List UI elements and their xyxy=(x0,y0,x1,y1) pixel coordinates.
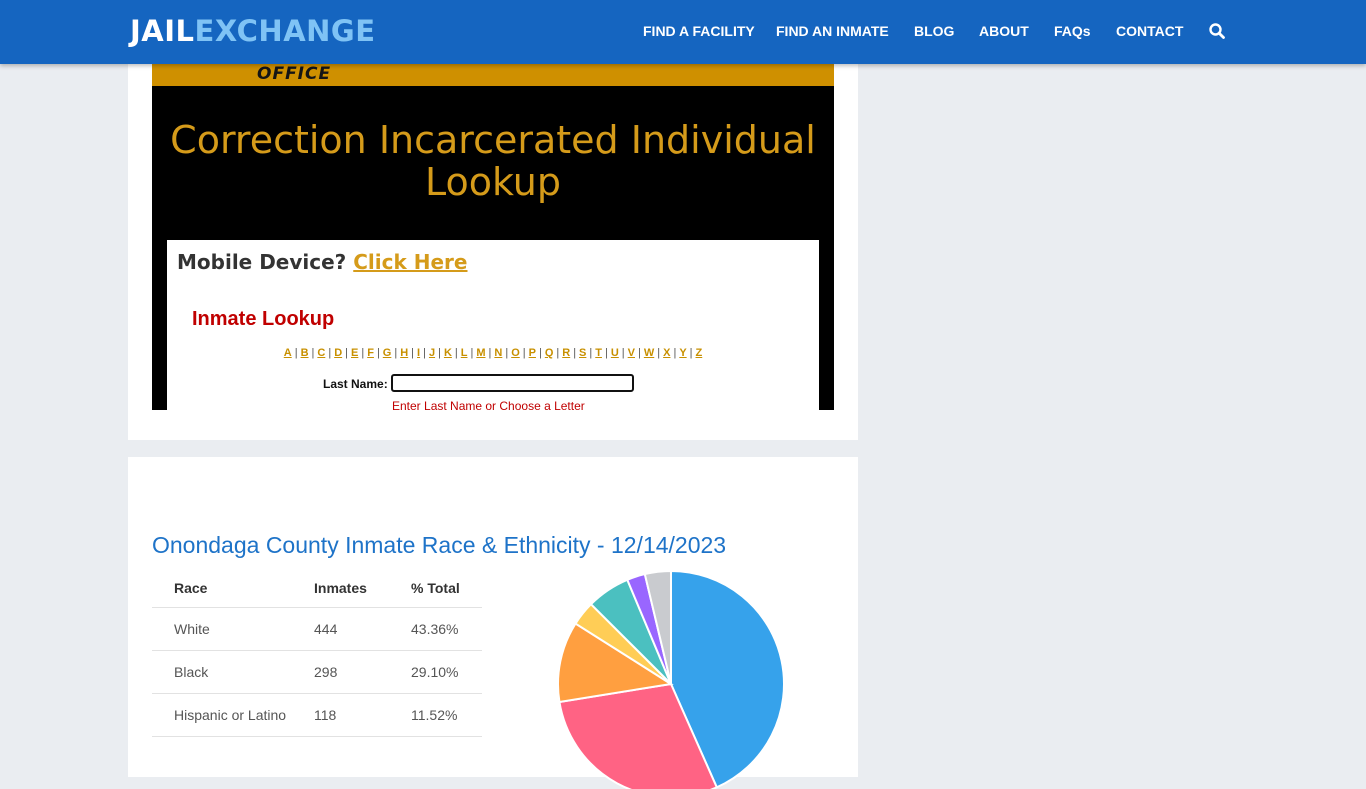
letter-separator: | xyxy=(621,347,625,359)
letter-separator: | xyxy=(411,347,415,359)
nav-find-inmate[interactable]: FIND AN INMATE xyxy=(776,23,889,39)
letter-link-y[interactable]: Y xyxy=(679,347,687,359)
letter-link-w[interactable]: W xyxy=(643,347,655,359)
letter-separator: | xyxy=(673,347,677,359)
nav-find-facility[interactable]: FIND A FACILITY xyxy=(643,23,755,39)
letter-separator: | xyxy=(556,347,560,359)
stats-title: Onondaga County Inmate Race & Ethnicity … xyxy=(152,532,727,558)
letter-link-t[interactable]: T xyxy=(595,347,602,359)
letter-separator: | xyxy=(438,347,441,359)
last-name-hint: Enter Last Name or Choose a Letter xyxy=(392,399,585,410)
pct-cell: 11.52% xyxy=(389,693,482,737)
race-stats-card: Onondaga County Inmate Race & Ethnicity … xyxy=(128,457,858,789)
letter-link-z[interactable]: Z xyxy=(695,347,703,359)
letter-separator: | xyxy=(311,347,315,359)
top-navbar: JAILEXCHANGE FIND A FACILITY FIND AN INM… xyxy=(0,0,1366,64)
pie-slice xyxy=(643,569,672,685)
letter-separator: | xyxy=(488,347,492,359)
last-name-label: Last Name: xyxy=(323,377,388,391)
letter-separator: | xyxy=(522,347,526,359)
panel-title: Correction Incarcerated Individual Looku… xyxy=(170,118,816,204)
letter-separator: | xyxy=(345,347,348,359)
col-inmates: Inmates xyxy=(292,569,389,608)
letter-separator: | xyxy=(376,347,380,359)
letter-separator: | xyxy=(538,347,542,359)
inmate-lookup-card: OFFICE Correction Incarcerated Individua… xyxy=(128,40,858,440)
inmates-cell: 118 xyxy=(292,693,389,737)
nav-contact[interactable]: CONTACT xyxy=(1116,23,1184,39)
letter-link-g[interactable]: G xyxy=(382,347,392,359)
letter-link-o[interactable]: O xyxy=(511,347,520,359)
letter-link-d[interactable]: D xyxy=(334,347,343,359)
pct-cell: 29.10% xyxy=(389,650,482,694)
table-row: Black 298 29.10% xyxy=(152,650,482,694)
lookup-form-area: Mobile Device? Click Here Inmate Lookup … xyxy=(167,240,819,410)
letter-separator: | xyxy=(328,347,332,359)
letter-separator: | xyxy=(689,347,693,359)
letter-link-b[interactable]: B xyxy=(300,347,309,359)
letter-link-n[interactable]: N xyxy=(494,347,503,359)
letter-separator: | xyxy=(394,347,398,359)
letter-link-u[interactable]: U xyxy=(610,347,619,359)
letter-separator: | xyxy=(423,347,426,359)
sheriff-banner: OFFICE xyxy=(152,64,834,86)
inmates-cell: 444 xyxy=(292,607,389,651)
letter-link-h[interactable]: H xyxy=(400,347,409,359)
site-logo[interactable]: JAILEXCHANGE xyxy=(130,14,376,48)
inmates-cell: 298 xyxy=(292,650,389,694)
pie-slice xyxy=(670,569,785,789)
race-table: Race Inmates % Total White 444 43.36% Bl… xyxy=(152,569,482,737)
letter-separator: | xyxy=(604,347,608,359)
letter-link-v[interactable]: V xyxy=(627,347,635,359)
mobile-question: Mobile Device? xyxy=(177,250,347,274)
letter-link-e[interactable]: E xyxy=(351,347,359,359)
letter-link-l[interactable]: L xyxy=(460,347,468,359)
letter-link-p[interactable]: P xyxy=(528,347,536,359)
letter-separator: | xyxy=(454,347,458,359)
race-cell: Hispanic or Latino xyxy=(152,693,292,737)
logo-exchange-text: EXCHANGE xyxy=(194,14,376,48)
race-cell: Black xyxy=(152,650,292,694)
race-cell: White xyxy=(152,607,292,651)
nav-about[interactable]: ABOUT xyxy=(979,23,1029,39)
letter-link-f[interactable]: F xyxy=(367,347,374,359)
alphabet-links: A | B | C | D | E | F | G | H | I | J | K | L | M | N | O | P | Q | R | S | T |… xyxy=(167,347,819,359)
col-race: Race xyxy=(152,569,292,608)
letter-link-c[interactable]: C xyxy=(317,347,326,359)
letter-link-m[interactable]: M xyxy=(476,347,486,359)
race-pie-chart xyxy=(557,569,785,789)
banner-text: OFFICE xyxy=(257,64,332,84)
letter-link-s[interactable]: S xyxy=(579,347,587,359)
letter-separator: | xyxy=(294,347,298,359)
letter-link-j[interactable]: J xyxy=(428,347,436,359)
letter-link-k[interactable]: K xyxy=(443,347,452,359)
nav-blog[interactable]: BLOG xyxy=(914,23,955,39)
table-header-row: Race Inmates % Total xyxy=(152,569,482,608)
letter-link-i[interactable]: I xyxy=(417,347,421,359)
letter-separator: | xyxy=(657,347,661,359)
search-icon[interactable] xyxy=(1208,22,1226,40)
letter-link-x[interactable]: X xyxy=(663,347,671,359)
letter-separator: | xyxy=(573,347,577,359)
letter-separator: | xyxy=(505,347,509,359)
letter-link-q[interactable]: Q xyxy=(544,347,554,359)
pie-slice xyxy=(557,622,674,704)
table-row: White 444 43.36% xyxy=(152,607,482,651)
col-pct-total: % Total xyxy=(389,569,482,608)
letter-separator: | xyxy=(589,347,593,359)
table-row: Hispanic or Latino 118 11.52% xyxy=(152,693,482,737)
mobile-click-here-link[interactable]: Click Here xyxy=(353,250,468,274)
letter-separator: | xyxy=(470,347,474,359)
letter-link-r[interactable]: R xyxy=(562,347,571,359)
lookup-panel: Correction Incarcerated Individual Looku… xyxy=(152,86,834,410)
logo-jail-text: JAIL xyxy=(130,14,195,48)
letter-link-a[interactable]: A xyxy=(283,347,292,359)
letter-separator: | xyxy=(638,347,641,359)
last-name-input[interactable] xyxy=(391,374,634,392)
nav-faqs[interactable]: FAQs xyxy=(1054,23,1091,39)
mobile-device-row: Mobile Device? Click Here xyxy=(177,250,468,274)
letter-separator: | xyxy=(361,347,365,359)
inmate-lookup-heading: Inmate Lookup xyxy=(192,308,335,330)
pct-cell: 43.36% xyxy=(389,607,482,651)
